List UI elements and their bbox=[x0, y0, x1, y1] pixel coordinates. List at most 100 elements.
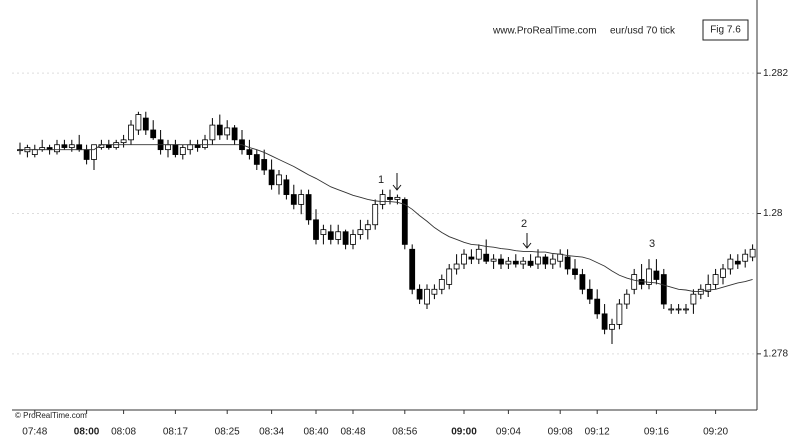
candle-body bbox=[490, 258, 497, 262]
candle-body bbox=[549, 258, 556, 265]
candle-body bbox=[68, 144, 75, 148]
candle-body bbox=[646, 268, 652, 285]
candle-body bbox=[187, 144, 194, 151]
annotation: 3 bbox=[649, 238, 655, 250]
x-tick-label: 09:12 bbox=[585, 427, 610, 438]
candle-body bbox=[749, 248, 756, 258]
candle-body bbox=[305, 194, 312, 221]
candle-body bbox=[483, 253, 490, 262]
candle-body bbox=[83, 149, 90, 160]
candle-body bbox=[327, 231, 334, 240]
candle-body bbox=[720, 268, 726, 278]
x-tick-label: 09:00 bbox=[451, 427, 477, 438]
candle-body bbox=[224, 127, 231, 136]
annotation: 1 bbox=[378, 174, 384, 186]
candle-body bbox=[172, 144, 179, 155]
candle-body bbox=[734, 260, 741, 265]
candle-body bbox=[283, 179, 290, 195]
x-tick-label: 09:04 bbox=[496, 427, 521, 438]
candle-body bbox=[216, 124, 223, 136]
candle-body bbox=[379, 194, 386, 205]
candle-body bbox=[601, 313, 608, 330]
candle-body bbox=[742, 253, 749, 262]
candle-body bbox=[416, 288, 423, 300]
candle-body bbox=[690, 293, 697, 305]
y-tick-label: 1.282 bbox=[763, 68, 788, 79]
x-tick-label: 08:40 bbox=[303, 427, 328, 438]
chart-title: Fig 7.6 bbox=[710, 25, 741, 36]
candle-body bbox=[498, 258, 504, 265]
candle-body bbox=[394, 196, 401, 200]
candle-body bbox=[542, 256, 549, 265]
candle-body bbox=[594, 298, 601, 315]
candle-body bbox=[120, 139, 127, 144]
candle-body bbox=[364, 224, 371, 231]
candle-body bbox=[320, 229, 327, 235]
x-tick-label: 08:25 bbox=[215, 427, 240, 438]
candle-body bbox=[165, 144, 171, 151]
candle-body bbox=[668, 308, 675, 311]
candle-body bbox=[564, 256, 571, 270]
annotation: 2 bbox=[521, 218, 527, 230]
candle-body bbox=[675, 308, 682, 311]
candle-body bbox=[424, 288, 430, 305]
candle-body bbox=[505, 260, 512, 265]
x-tick-label: 09:20 bbox=[703, 427, 728, 438]
candle-body bbox=[401, 199, 408, 245]
candle-body bbox=[290, 194, 297, 205]
candle-body bbox=[475, 248, 482, 260]
candle-body bbox=[91, 144, 97, 160]
x-tick-label: 08:48 bbox=[340, 427, 365, 438]
candle-body bbox=[512, 260, 519, 265]
title-box bbox=[702, 19, 749, 41]
candle-body bbox=[350, 234, 356, 245]
x-tick-label: 08:34 bbox=[259, 427, 284, 438]
candle-body bbox=[579, 274, 586, 290]
candle-body bbox=[468, 256, 475, 260]
candle-body bbox=[246, 149, 253, 155]
x-tick-label: 09:16 bbox=[644, 427, 669, 438]
moving-average bbox=[20, 144, 753, 292]
copyright: © ProRealTime.com bbox=[15, 411, 87, 420]
candle-body bbox=[253, 154, 260, 165]
annotation-arrow bbox=[392, 173, 402, 191]
candle-body bbox=[357, 229, 364, 235]
x-tick-label: 08:08 bbox=[111, 427, 136, 438]
candle-body bbox=[438, 279, 445, 290]
candle-body bbox=[660, 274, 667, 305]
candle-body bbox=[527, 260, 534, 266]
source-text: www.ProRealTime.com bbox=[492, 26, 597, 37]
candle-body bbox=[202, 139, 208, 148]
candle-body bbox=[727, 258, 734, 270]
candle-body bbox=[705, 283, 712, 292]
subtitle: eur/usd 70 tick bbox=[610, 26, 676, 37]
candle-body bbox=[557, 253, 564, 262]
candle-body bbox=[76, 144, 83, 151]
x-tick-label: 08:17 bbox=[163, 427, 188, 438]
candle-body bbox=[298, 194, 305, 205]
candle-body bbox=[142, 117, 149, 131]
candle-body bbox=[609, 323, 615, 330]
candle-body bbox=[520, 260, 527, 265]
candle-body bbox=[372, 203, 379, 226]
y-tick-label: 1.28 bbox=[763, 208, 783, 219]
candle-body bbox=[335, 231, 342, 240]
annotation-arrow bbox=[522, 233, 532, 249]
x-tick-label: 08:56 bbox=[392, 427, 417, 438]
candle-body bbox=[453, 263, 460, 270]
candle-body bbox=[261, 159, 268, 171]
candle-body bbox=[128, 124, 134, 141]
candle-body bbox=[61, 144, 68, 148]
candle-body bbox=[268, 169, 275, 186]
candle-body bbox=[535, 256, 541, 265]
candle-body bbox=[209, 124, 216, 141]
candle-body bbox=[135, 114, 142, 131]
candle-body bbox=[623, 293, 630, 305]
x-tick-label: 08:00 bbox=[74, 427, 100, 438]
candle-body bbox=[179, 147, 186, 155]
candle-body bbox=[276, 174, 282, 186]
candle-body bbox=[342, 231, 349, 245]
y-tick-label: 1.278 bbox=[763, 349, 788, 360]
candle-body bbox=[446, 268, 453, 285]
